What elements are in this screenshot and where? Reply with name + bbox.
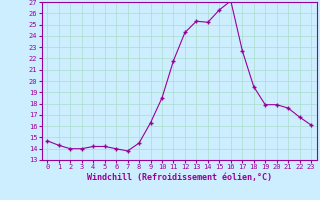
X-axis label: Windchill (Refroidissement éolien,°C): Windchill (Refroidissement éolien,°C) bbox=[87, 173, 272, 182]
